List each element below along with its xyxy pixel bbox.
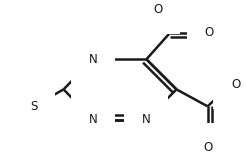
Text: N: N — [142, 113, 151, 126]
Text: O: O — [203, 141, 212, 154]
Text: N: N — [88, 113, 97, 126]
Text: O: O — [205, 27, 214, 39]
Text: O: O — [231, 78, 240, 91]
Text: O: O — [153, 3, 162, 16]
Text: N: N — [88, 53, 97, 66]
Text: S: S — [30, 100, 37, 113]
